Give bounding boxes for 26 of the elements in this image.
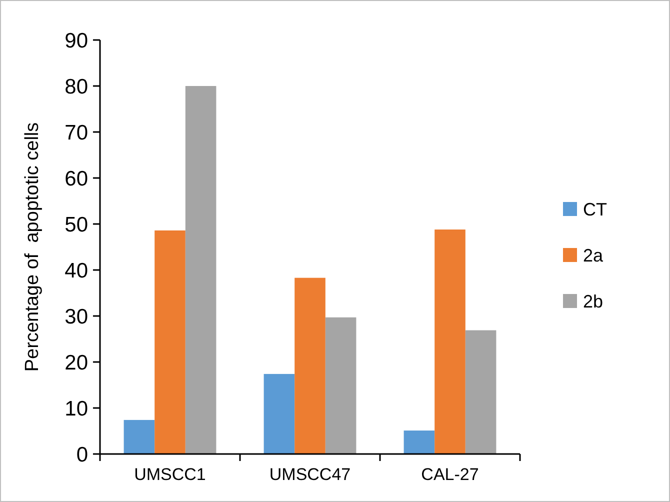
bar (325, 317, 356, 454)
legend-label: 2a (583, 245, 604, 266)
bar (294, 278, 326, 454)
y-tick-label: 50 (64, 213, 88, 236)
bar (434, 230, 466, 454)
y-tick-label: 30 (64, 305, 88, 328)
bar (154, 230, 186, 454)
bar (404, 430, 435, 454)
bar (465, 330, 496, 454)
legend-label: 2b (583, 291, 604, 312)
legend-label: CT (583, 199, 607, 220)
y-tick-label: 0 (76, 443, 88, 466)
bar (185, 86, 216, 454)
x-tick-label: CAL-27 (421, 465, 479, 484)
y-tick-label: 90 (64, 29, 88, 52)
y-tick-label: 80 (64, 75, 88, 98)
bar (264, 374, 295, 454)
x-tick-label: UMSCC1 (134, 465, 206, 484)
y-tick-label: 40 (64, 259, 88, 282)
y-axis-title: Percentage of apoptotic cells (22, 122, 43, 372)
y-tick-label: 70 (64, 121, 88, 144)
y-tick-label: 20 (64, 351, 88, 374)
x-tick-label: UMSCC47 (269, 465, 351, 484)
bar (124, 420, 155, 454)
y-tick-label: 10 (64, 397, 88, 420)
y-tick-label: 60 (64, 167, 88, 190)
